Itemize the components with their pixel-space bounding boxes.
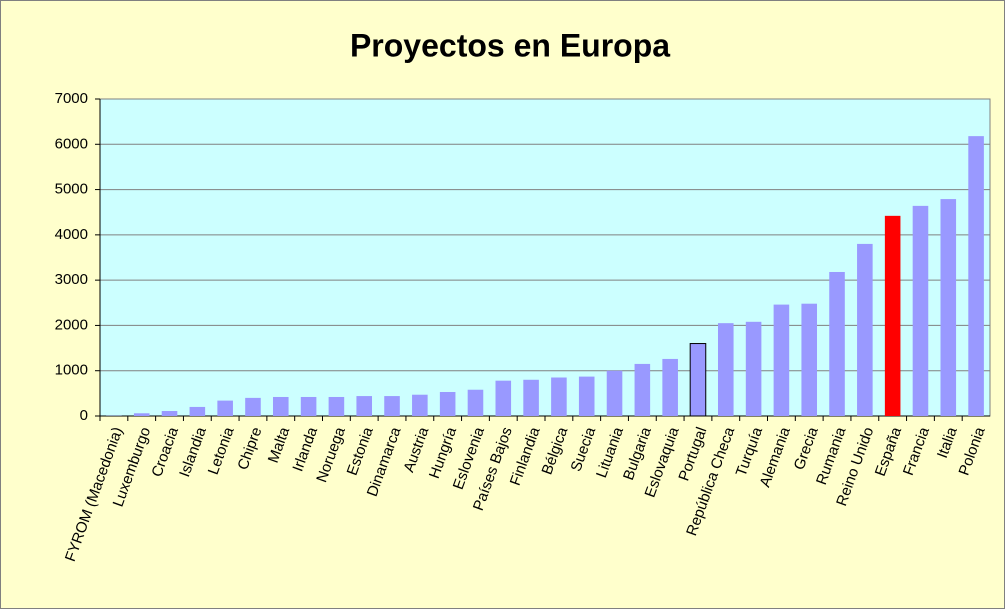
bar — [273, 397, 289, 416]
bar — [829, 272, 845, 416]
bar — [134, 413, 150, 416]
y-tick-label: 7000 — [55, 90, 88, 107]
bar — [162, 411, 178, 416]
y-tick-label: 0 — [80, 407, 88, 424]
bar — [607, 371, 623, 416]
bar — [468, 390, 484, 416]
bar — [662, 359, 678, 416]
bar — [968, 136, 984, 416]
bar — [356, 396, 372, 416]
y-tick-label: 3000 — [55, 271, 88, 288]
bar — [190, 407, 206, 416]
bar — [940, 199, 956, 416]
bar — [857, 244, 873, 416]
bar — [690, 344, 706, 416]
chart-title: Proyectos en Europa — [350, 27, 670, 63]
bar — [523, 380, 539, 416]
bar — [440, 392, 456, 416]
bar — [301, 397, 317, 416]
y-tick-label: 2000 — [55, 316, 88, 333]
bar — [551, 378, 567, 416]
bar — [885, 216, 901, 416]
bar — [412, 395, 428, 416]
plot-area — [100, 99, 990, 416]
bar — [801, 304, 817, 416]
bar — [217, 401, 233, 416]
bar — [635, 364, 651, 416]
bar — [329, 397, 345, 416]
bar — [913, 206, 929, 416]
bar — [495, 381, 511, 416]
bar — [774, 305, 790, 416]
y-tick-label: 5000 — [55, 181, 88, 198]
bar — [245, 398, 261, 416]
bar — [384, 396, 400, 416]
y-tick-label: 6000 — [55, 135, 88, 152]
y-tick-label: 1000 — [55, 362, 88, 379]
bar — [718, 323, 734, 416]
bar — [746, 322, 762, 416]
y-tick-label: 4000 — [55, 226, 88, 243]
bar — [579, 377, 595, 416]
